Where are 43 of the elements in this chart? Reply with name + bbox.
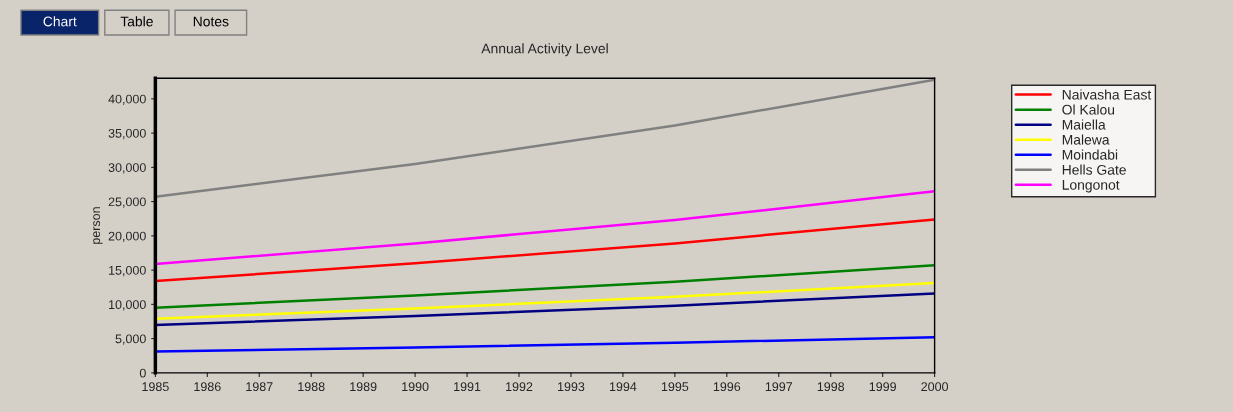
x-tick-label: 1997	[765, 382, 793, 392]
y-tick-label: 5,000	[115, 334, 146, 345]
y-tick-label: 30,000	[108, 163, 146, 174]
x-tick-label: 1990	[402, 382, 429, 392]
y-tick-label: 10,000	[109, 300, 146, 311]
y-tick-label: 25,000	[108, 197, 146, 208]
y-tick-label: 20,000	[108, 231, 146, 242]
chart-title: Annual Activity Level	[481, 43, 608, 57]
x-tick-label: 1985	[142, 382, 169, 392]
legend-label: Ol Kalou	[1062, 104, 1115, 115]
x-tick-label: 1989	[350, 382, 377, 392]
line-series	[155, 335, 935, 353]
x-tick-label: 1995	[661, 382, 689, 392]
x-tick-label: 1992	[506, 382, 533, 392]
legend-label: Longonot	[1062, 180, 1120, 193]
legend-label: Moindabi	[1062, 149, 1118, 160]
line-series	[155, 264, 935, 310]
legend-label: Naivasha East	[1062, 89, 1152, 100]
line-series	[155, 281, 935, 320]
x-tick-label: 1996	[713, 382, 741, 392]
line-series	[155, 292, 935, 327]
text: Chart	[43, 16, 77, 27]
text: Table	[120, 16, 153, 27]
y-tick-label: 15,000	[109, 265, 146, 277]
x-tick-label: 1991	[454, 382, 481, 392]
y-tick-label: 40,000	[108, 94, 146, 105]
x-tick-label: 1988	[298, 382, 325, 392]
x-tick-label: 1993	[558, 382, 585, 392]
legend-label: Maiella	[1062, 119, 1106, 130]
x-tick-label: 1994	[609, 382, 637, 392]
x-tick-label: 1999	[869, 382, 896, 392]
x-tick-label: 2000	[921, 382, 949, 392]
x-tick-label: 1998	[817, 382, 845, 392]
text: Notes	[193, 16, 229, 27]
y-axis-title: person	[93, 207, 103, 244]
x-tick-label: 1986	[194, 382, 221, 392]
line-series	[155, 218, 935, 283]
legend-label: Hells Gate	[1062, 164, 1126, 175]
legend-label: Malewa	[1062, 134, 1110, 145]
line-series	[155, 190, 935, 266]
x-tick-label: 1987	[246, 382, 273, 392]
y-tick-label: 0	[139, 368, 146, 378]
y-tick-label: 35,000	[108, 128, 146, 140]
